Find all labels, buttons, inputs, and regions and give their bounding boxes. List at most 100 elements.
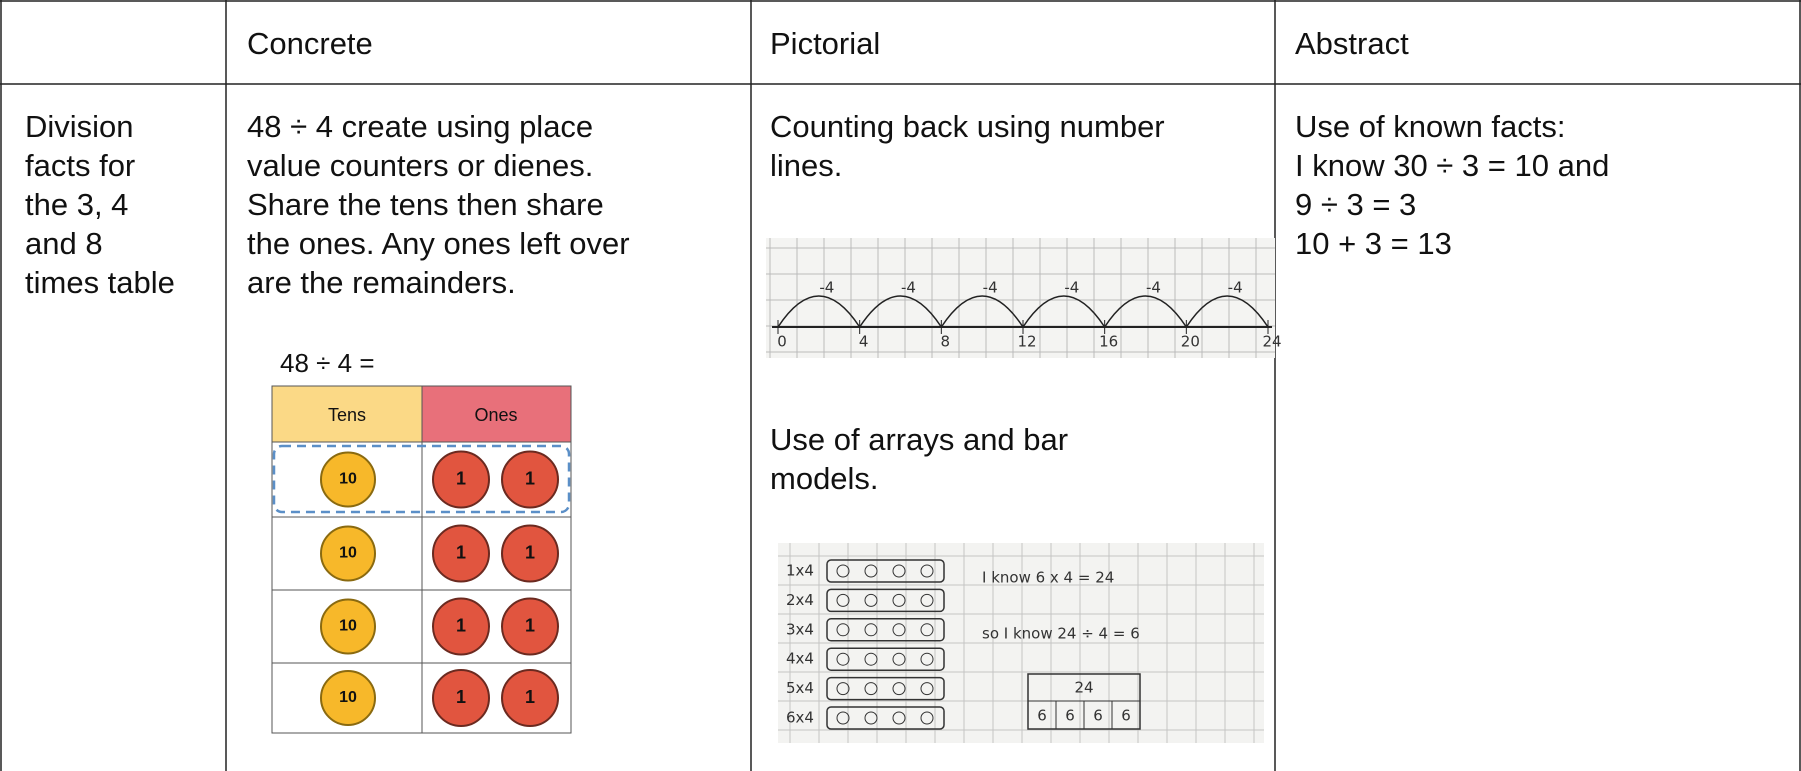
diagram-title: 48 ÷ 4 =	[280, 348, 375, 378]
array-dot	[836, 652, 850, 666]
array-row	[826, 559, 945, 583]
cell-text: and 8	[25, 226, 103, 261]
array-dot	[836, 593, 850, 607]
hand-label: 20	[1181, 333, 1200, 351]
hand-label: 6	[1093, 707, 1103, 725]
tens-counter	[320, 670, 376, 726]
counter-label: 10	[339, 689, 357, 706]
column-header: Concrete	[247, 26, 373, 61]
array-dot	[864, 593, 878, 607]
counter-label: 10	[339, 471, 357, 488]
hand-label: 6	[1037, 707, 1047, 725]
counter-label: 1	[525, 542, 535, 562]
jump-arc	[1104, 295, 1187, 328]
array-dot	[864, 623, 878, 637]
column-header: Pictorial	[770, 26, 880, 61]
hand-label: -4	[1146, 279, 1161, 297]
cell-text: lines.	[770, 148, 842, 183]
cell-text: Division	[25, 109, 134, 144]
cell-text: value counters or dienes.	[247, 148, 593, 183]
jump-arc	[777, 295, 861, 328]
hand-label: 4	[859, 333, 869, 351]
column-header: Abstract	[1295, 26, 1409, 61]
cell-text: the ones. Any ones left over	[247, 226, 630, 261]
jump-arc	[940, 295, 1024, 328]
hand-label: 1x4	[786, 562, 814, 580]
hand-label: 2x4	[786, 591, 814, 609]
array-row	[826, 676, 945, 701]
array-row	[826, 647, 945, 671]
array-dot	[864, 682, 878, 696]
counter-label: 1	[456, 542, 466, 562]
counter-label: 1	[525, 615, 535, 635]
array-row	[826, 588, 945, 613]
diagram-header: Ones	[474, 405, 517, 425]
array-dot	[892, 593, 906, 607]
hand-label: 24	[1074, 679, 1093, 697]
hand-label: so I know 24 ÷ 4 = 6	[982, 625, 1140, 643]
cell-text: models.	[770, 461, 879, 496]
array-row	[826, 706, 945, 730]
counter-label: 10	[339, 545, 357, 562]
hand-label: 8	[941, 333, 951, 351]
hand-label: 6x4	[786, 709, 814, 727]
ones-counter	[432, 597, 490, 656]
array-dot	[892, 682, 906, 696]
array-dot	[836, 564, 850, 578]
array-dot	[864, 564, 878, 578]
counter-label: 10	[339, 618, 357, 635]
hand-label: 4x4	[786, 650, 814, 668]
hand-label: 0	[777, 333, 787, 351]
hand-label: -4	[1228, 279, 1243, 297]
ones-counter	[432, 669, 490, 727]
cell-text: 10 + 3 = 13	[1295, 226, 1452, 261]
array-dot	[836, 682, 850, 696]
jump-arc	[859, 295, 942, 328]
hand-label: -4	[1064, 279, 1079, 297]
counter-label: 1	[456, 687, 466, 707]
array-dot	[864, 711, 878, 725]
diagram-header: Tens	[328, 405, 366, 425]
cell-text: 48 ÷ 4 create using place	[247, 109, 593, 144]
array-dot	[836, 711, 850, 725]
array-dot	[836, 623, 850, 637]
array-dot	[920, 593, 934, 607]
hand-label: -4	[819, 279, 834, 297]
array-dot	[892, 623, 906, 637]
counter-label: 1	[456, 615, 466, 635]
tens-counter	[320, 525, 376, 582]
tens-counter	[320, 598, 376, 655]
hand-label: 6	[1121, 707, 1131, 725]
hand-label: 3x4	[786, 620, 814, 638]
hand-label: 24	[1262, 333, 1281, 351]
jump-arc	[1185, 295, 1269, 328]
cell-text: facts for	[25, 148, 135, 183]
counter-label: 1	[525, 468, 535, 488]
hand-label: -4	[983, 279, 998, 297]
hand-label: 12	[1017, 333, 1036, 351]
counter-label: 1	[525, 687, 535, 707]
tens-counter	[320, 451, 376, 508]
array-row	[826, 618, 945, 642]
ones-counter	[432, 450, 490, 509]
ones-header	[421, 385, 572, 443]
tens-header	[271, 385, 423, 443]
jump-arc	[1022, 295, 1106, 328]
hand-label: I know 6 x 4 = 24	[982, 569, 1114, 587]
arrays-image	[778, 543, 1264, 743]
array-dot	[920, 682, 934, 696]
number-line-image	[766, 238, 1275, 358]
array-dot	[920, 623, 934, 637]
cell-text: times table	[25, 265, 175, 300]
array-dot	[864, 652, 878, 666]
cell-text: Counting back using number	[770, 109, 1165, 144]
ones-counter	[432, 524, 490, 583]
group-outline	[272, 444, 571, 514]
cell-text: Share the tens then share	[247, 187, 604, 222]
array-dot	[892, 564, 906, 578]
array-dot	[892, 652, 906, 666]
hand-label: 16	[1099, 333, 1118, 351]
counter-label: 1	[456, 468, 466, 488]
array-dot	[892, 711, 906, 725]
